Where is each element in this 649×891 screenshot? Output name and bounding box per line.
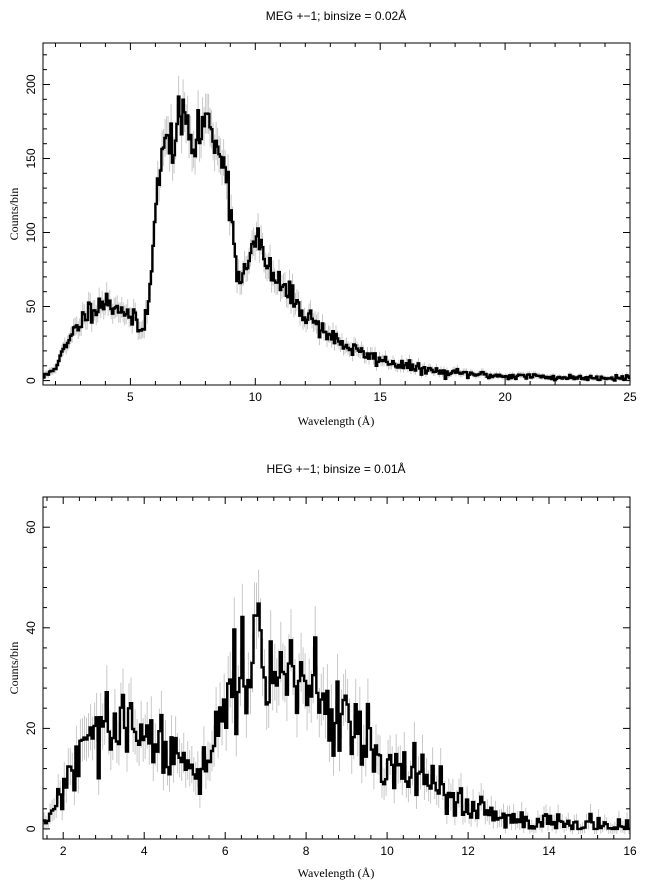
- meg-x-axis: 5 10 15 20 25: [55, 43, 637, 404]
- heg-y-tick-label: 20: [24, 721, 38, 735]
- meg-y-tick-label: 0: [24, 377, 38, 384]
- meg-spectrum-line: [43, 95, 631, 382]
- meg-x-tick-label: 15: [374, 390, 388, 404]
- heg-x-tick-label: 12: [461, 844, 475, 858]
- heg-x-tick-label: 16: [623, 844, 637, 858]
- meg-y-axis-label: Counts/bin: [7, 188, 21, 241]
- heg-y-tick-label: 60: [24, 520, 38, 534]
- meg-plot-frame: [42, 42, 631, 386]
- meg-title: MEG +−1; binsize = 0.02Å: [266, 8, 406, 23]
- heg-x-axis-label: Wavelength (Å): [298, 866, 375, 880]
- heg-x-tick-label: 6: [222, 844, 229, 858]
- heg-x-tick-label: 2: [60, 844, 67, 858]
- heg-y-tick-label: 0: [24, 825, 38, 832]
- heg-x-tick-label: 4: [141, 844, 148, 858]
- heg-spectrum-panel: HEG +−1; binsize = 0.01Å 2 4 6 8 10 12 14 16 0 2…: [7, 461, 637, 880]
- heg-x-tick-label: 10: [380, 844, 394, 858]
- heg-y-tick-label: 40: [24, 621, 38, 635]
- heg-x-tick-label: 14: [542, 844, 556, 858]
- meg-y-tick-label: 100: [24, 222, 38, 242]
- meg-x-axis-label: Wavelength (Å): [298, 414, 375, 428]
- heg-title: HEG +−1; binsize = 0.01Å: [266, 461, 405, 476]
- heg-spectrum-line: [43, 602, 630, 831]
- heg-x-tick-label: 8: [303, 844, 310, 858]
- meg-spectrum-panel: MEG +−1; binsize = 0.02Å 5 10 15 20 25 0 50 10…: [7, 8, 637, 428]
- meg-y-tick-label: 50: [24, 300, 38, 314]
- heg-plot-frame: [42, 496, 631, 840]
- meg-x-tick-label: 5: [127, 390, 134, 404]
- meg-x-tick-label: 20: [498, 390, 512, 404]
- meg-x-tick-label: 10: [249, 390, 263, 404]
- meg-x-tick-label: 25: [623, 390, 637, 404]
- meg-y-tick-label: 150: [24, 148, 38, 168]
- heg-x-axis: 2 4 6 8 10 12 14 16: [46, 497, 637, 858]
- heg-y-axis: 0 20 40 60: [24, 506, 630, 832]
- heg-y-axis-label: Counts/bin: [7, 642, 21, 695]
- meg-y-axis: 0 50 100 150 200: [24, 54, 630, 384]
- meg-y-tick-label: 200: [24, 74, 38, 94]
